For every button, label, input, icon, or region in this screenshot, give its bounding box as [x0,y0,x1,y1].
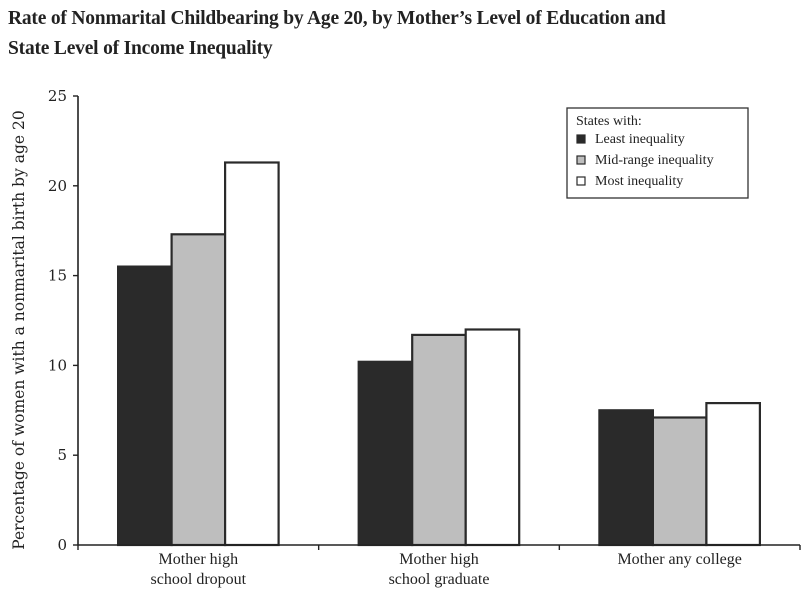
bar-least-inequality-0 [116,265,173,547]
bar-most-inequality-1 [464,328,521,547]
legend-swatch [576,155,586,165]
y-tick-label: 20 [48,177,67,195]
y-tick-label: 10 [48,356,67,374]
x-tick-label: Mother any college [617,551,741,568]
x-tick-label: Mother high [159,551,239,568]
legend-title: States with: [576,114,642,129]
bar-mid-range-inequality-0 [170,233,227,547]
y-tick-label: 0 [57,536,67,554]
y-tick-label: 25 [48,87,67,105]
y-axis-label: Percentage of women with a nonmarital bi… [10,110,28,550]
bar-most-inequality-0 [224,161,280,547]
y-tick-label: 5 [57,446,67,464]
legend: States with: Least inequality Mid-range i… [566,107,749,199]
legend-label: Least inequality [595,132,685,147]
y-tick-label: 15 [48,267,67,285]
chart-title: Rate of Nonmarital Childbearing by Age 2… [8,4,808,64]
x-tick-label: school graduate [389,571,490,588]
bar-mid-range-inequality-1 [411,333,467,547]
chart-title-line-2: State Level of Income Inequality [8,38,273,59]
x-tick-label: school dropout [151,571,247,588]
legend-swatch [576,176,586,186]
bar-least-inequality-2 [598,409,655,547]
axes-group: Mother high school dropout Mother high scho… [48,87,801,588]
legend-label: Mid-range inequality [595,153,714,168]
legend-box [566,107,749,199]
bar-mid-range-inequality-2 [651,416,708,547]
legend-swatch [576,134,586,144]
bar-most-inequality-2 [705,402,762,547]
legend-label: Most inequality [595,174,683,189]
chart-title-line-1: Rate of Nonmarital Childbearing by Age 2… [8,8,666,29]
x-tick-label: Mother high [399,551,479,568]
bars-group [116,161,762,547]
bar-least-inequality-1 [357,360,414,547]
